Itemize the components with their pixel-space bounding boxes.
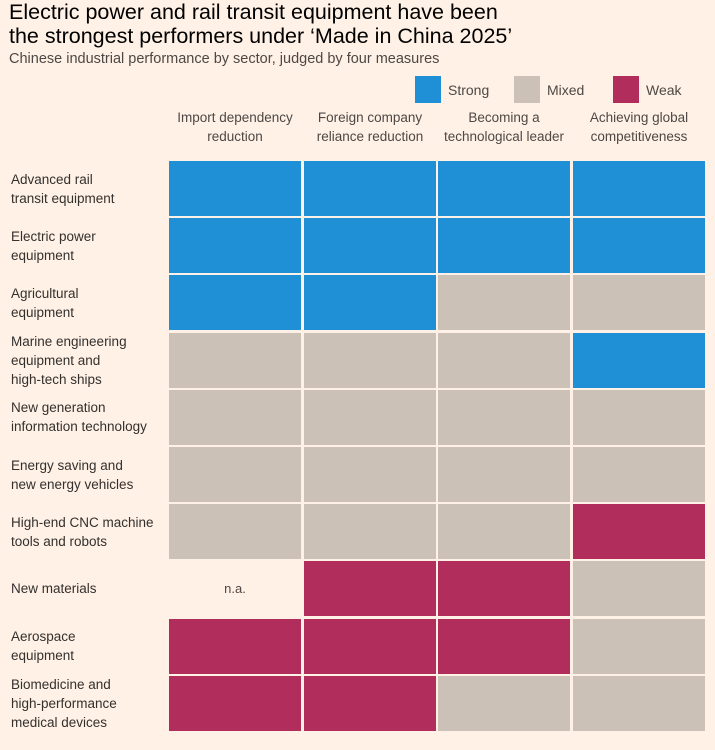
rating-cell-weak xyxy=(169,675,301,731)
column-header-3: Becoming a technological leader xyxy=(437,108,571,146)
rating-cell-weak xyxy=(169,618,301,674)
rating-cell-mixed xyxy=(304,332,436,388)
rating-cell-mixed xyxy=(438,447,570,502)
rating-cell-mixed xyxy=(573,447,705,502)
rating-cell-mixed xyxy=(438,332,570,388)
row-label-marine-engineering-equipment-and-high-tech-ships: Marine engineering equipment and high-tech… xyxy=(11,333,161,388)
row-label-line: Biomedicine and xyxy=(11,676,111,692)
row-label-line: equipment xyxy=(11,648,75,664)
rating-cell-strong xyxy=(304,218,436,274)
legend-label-weak: Weak xyxy=(646,81,682,98)
row-label-line: information technology xyxy=(11,419,147,435)
rating-cell-mixed xyxy=(438,504,570,560)
row-label-line: equipment xyxy=(11,304,75,320)
row-label-line: Advanced rail xyxy=(11,171,93,187)
rating-cell-mixed xyxy=(573,389,705,445)
column-header-2: Foreign company reliance reduction xyxy=(303,108,437,146)
rating-cell-strong xyxy=(169,218,301,274)
row-label-line: medical devices xyxy=(11,714,108,730)
row-label-electric-power-equipment: Electric power equipment xyxy=(11,218,161,273)
row-label-line: New materials xyxy=(11,581,97,597)
row-label-line: transit equipment xyxy=(11,190,115,206)
rating-cell-strong xyxy=(438,161,570,216)
chart-title-line-1: Electric power and rail transit equipmen… xyxy=(9,0,498,24)
legend-item-weak: Weak xyxy=(613,76,682,103)
rating-cell-strong xyxy=(438,218,570,274)
rating-cell-weak xyxy=(304,561,436,617)
row-label-line: high-performance xyxy=(11,695,117,711)
row-label-agricultural-equipment: Agricultural equipment xyxy=(11,275,161,330)
rating-cell-mixed xyxy=(304,389,436,445)
column-header-line: technological leader xyxy=(443,129,565,144)
row-label-line: equipment and xyxy=(11,352,101,368)
rating-cell-strong xyxy=(573,161,705,216)
column-header-line: Foreign company xyxy=(317,110,423,125)
row-label-line: Electric power xyxy=(11,228,96,244)
legend-swatch-mixed xyxy=(514,76,540,103)
rating-cell-mixed xyxy=(438,675,570,731)
row-label-line: Energy saving and xyxy=(11,457,123,473)
rating-cell-mixed xyxy=(573,618,705,674)
column-header-line: Achieving global xyxy=(589,110,689,125)
rating-cell-mixed xyxy=(304,447,436,502)
rating-cell-weak xyxy=(438,618,570,674)
rating-cell-weak xyxy=(438,561,570,617)
row-label-new-generation-information-technology: New generation information technology xyxy=(11,390,161,445)
rating-cell-mixed xyxy=(169,504,301,560)
rating-cell-mixed xyxy=(169,389,301,445)
rating-cell-weak xyxy=(304,618,436,674)
row-label-energy-saving-and-new-energy-vehicles: Energy saving and new energy vehicles xyxy=(11,447,161,502)
legend-item-strong: Strong xyxy=(415,76,489,103)
legend-label-mixed: Mixed xyxy=(547,81,585,98)
row-label-line: New generation xyxy=(11,400,106,416)
chart-title-line-2: the strongest performers under ‘Made in … xyxy=(9,24,513,48)
rating-cell-strong xyxy=(304,161,436,216)
column-header-line: Import dependency xyxy=(177,110,293,125)
row-label-line: high-tech ships xyxy=(11,371,102,387)
rating-cell-mixed xyxy=(438,275,570,331)
legend-swatch-weak xyxy=(613,76,639,103)
rating-cell-mixed xyxy=(304,504,436,560)
row-label-line: tools and robots xyxy=(11,533,108,549)
row-label-high-end-cnc-machine-tools-and-robots: High-end CNC machine tools and robots xyxy=(11,504,161,559)
row-label-line: equipment xyxy=(11,247,75,263)
column-header-1: Import dependency reduction xyxy=(168,108,302,146)
rating-cell-mixed xyxy=(573,275,705,331)
legend-item-mixed: Mixed xyxy=(514,76,584,103)
rating-cell-strong xyxy=(573,332,705,388)
row-label-line: Agricultural xyxy=(11,285,79,301)
rating-cell-mixed xyxy=(573,675,705,731)
rating-cell-na: n.a. xyxy=(224,581,246,597)
row-label-biomedicine-and-high-performance-medical-devices: Biomedicine and high-performance medical d… xyxy=(11,676,161,731)
row-label-aerospace-equipment: Aerospace equipment xyxy=(11,619,161,674)
row-label-line: new energy vehicles xyxy=(11,476,134,492)
rating-cell-strong xyxy=(304,275,436,331)
chart-title: Electric power and rail transit equipmen… xyxy=(9,0,709,48)
rating-cell-strong xyxy=(169,161,301,216)
row-label-line: High-end CNC machine xyxy=(11,514,154,530)
rating-cell-strong xyxy=(169,275,301,331)
rating-cell-weak xyxy=(573,504,705,560)
rating-cell-mixed xyxy=(438,389,570,445)
rating-cell-mixed xyxy=(169,332,301,388)
legend-swatch-strong xyxy=(415,76,441,103)
legend-label-strong: Strong xyxy=(448,81,490,98)
column-header-line: competitiveness xyxy=(590,129,688,144)
column-header-line: reduction xyxy=(207,129,263,144)
row-label-advanced-rail-transit-equipment: Advanced rail transit equipment xyxy=(11,161,161,216)
column-header-4: Achieving global competitiveness xyxy=(572,108,706,146)
row-label-line: Aerospace xyxy=(11,629,76,645)
column-header-line: Becoming a xyxy=(468,110,540,125)
rating-cell-mixed xyxy=(169,447,301,502)
column-header-line: reliance reduction xyxy=(316,129,424,144)
rating-cell-weak xyxy=(304,675,436,731)
row-label-new-materials: New materials xyxy=(11,561,161,616)
rating-cell-mixed xyxy=(573,561,705,617)
rating-cell-strong xyxy=(573,218,705,274)
chart-subtitle: Chinese industrial performance by sector… xyxy=(9,51,440,67)
row-label-line: Marine engineering xyxy=(11,333,127,349)
